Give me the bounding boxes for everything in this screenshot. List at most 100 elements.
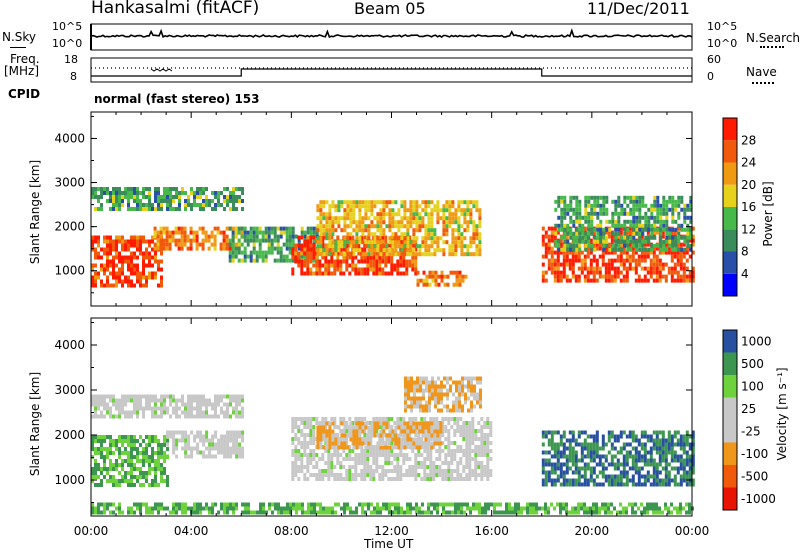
power-cell [589, 258, 593, 263]
velocity-cell [303, 433, 307, 437]
power-cell [655, 270, 659, 275]
velocity-cell [199, 394, 202, 399]
velocity-cell [447, 417, 451, 421]
velocity-cell [199, 438, 203, 443]
power-cell [598, 254, 602, 259]
velocity-cell [343, 421, 347, 426]
power-cell [445, 216, 449, 221]
velocity-cell [473, 396, 476, 401]
velocity-cell [118, 439, 121, 443]
velocity-cell [160, 414, 163, 419]
velocity-cell [145, 402, 148, 407]
power-cell [616, 274, 620, 279]
power-cell [160, 203, 163, 207]
power-cell [550, 262, 554, 267]
power-cell [403, 212, 407, 217]
velocity-cell [229, 450, 233, 455]
power-cell [165, 246, 169, 251]
power-cell [391, 212, 395, 217]
velocity-cell [124, 435, 127, 439]
power-cell [605, 195, 609, 200]
power-cell [97, 239, 100, 244]
velocity-cell [553, 462, 557, 467]
velocity-cell [130, 439, 133, 443]
velocity-cell [94, 406, 97, 411]
velocity-cell [387, 421, 391, 425]
velocity-cell [435, 449, 439, 453]
power-cell [367, 252, 371, 257]
velocity-cell [643, 454, 647, 459]
velocity-cell [471, 425, 475, 429]
power-cell [445, 200, 449, 205]
power-cell [596, 223, 600, 228]
velocity-cell [559, 434, 563, 439]
velocity-cell [667, 478, 671, 483]
velocity-cell [643, 430, 647, 435]
velocity-cell [486, 457, 490, 461]
power-cell [175, 187, 178, 191]
power-cell [664, 262, 668, 267]
velocity-cell [405, 457, 409, 461]
power-cell [366, 271, 370, 276]
velocity-cell [100, 447, 103, 451]
power-cell [605, 207, 609, 212]
velocity-cell [94, 463, 97, 467]
power-cell [569, 195, 573, 200]
power-cell [394, 248, 398, 253]
velocity-cell [109, 414, 112, 419]
power-cell [252, 258, 256, 263]
velocity-cell [556, 450, 560, 455]
power-cell [607, 270, 611, 275]
velocity-cell [643, 482, 647, 487]
velocity-cell [436, 421, 440, 426]
velocity-cell [414, 417, 418, 421]
power-cell [276, 250, 280, 255]
velocity-cell [411, 465, 415, 469]
power-cell [379, 208, 383, 213]
power-cell [638, 235, 642, 240]
velocity-cell [172, 446, 176, 451]
power-cell [130, 191, 133, 195]
power-cell [662, 199, 666, 204]
velocity-cell [571, 482, 575, 487]
velocity-cell [291, 473, 295, 477]
velocity-cell [319, 437, 323, 442]
power-cell [553, 226, 557, 231]
velocity-cell [309, 441, 313, 445]
power-cell [676, 242, 680, 247]
power-cell [611, 223, 615, 228]
velocity-cell [384, 461, 388, 465]
power-cell [620, 207, 624, 212]
power-cell [390, 263, 394, 268]
velocity-cell [459, 461, 463, 465]
power-cell [349, 200, 353, 205]
power-cell [142, 203, 145, 207]
velocity-cell [447, 421, 451, 425]
power-cell [394, 240, 398, 245]
velocity-cell [208, 402, 211, 407]
power-cell [638, 223, 642, 228]
velocity-cell [634, 434, 638, 439]
power-cell [249, 238, 253, 243]
velocity-cell [640, 442, 644, 447]
velocity-cell [205, 434, 209, 439]
velocity-cell [403, 437, 407, 442]
velocity-cell [163, 394, 166, 399]
velocity-cell [363, 449, 367, 453]
power-cell [294, 259, 298, 264]
power-cell [273, 238, 277, 243]
power-cell [553, 250, 557, 255]
power-cell [584, 207, 588, 212]
velocity-cell [94, 410, 97, 415]
velocity-cell [479, 404, 482, 409]
power-cell [376, 228, 380, 233]
velocity-cell [157, 447, 160, 451]
velocity-cell [456, 429, 460, 433]
power-cell [355, 200, 359, 205]
power-cell [637, 262, 641, 267]
power-cell [454, 252, 458, 257]
power-cell [628, 254, 632, 259]
velocity-cell [211, 402, 214, 407]
power-cell [577, 274, 581, 279]
power-cell [391, 220, 395, 225]
